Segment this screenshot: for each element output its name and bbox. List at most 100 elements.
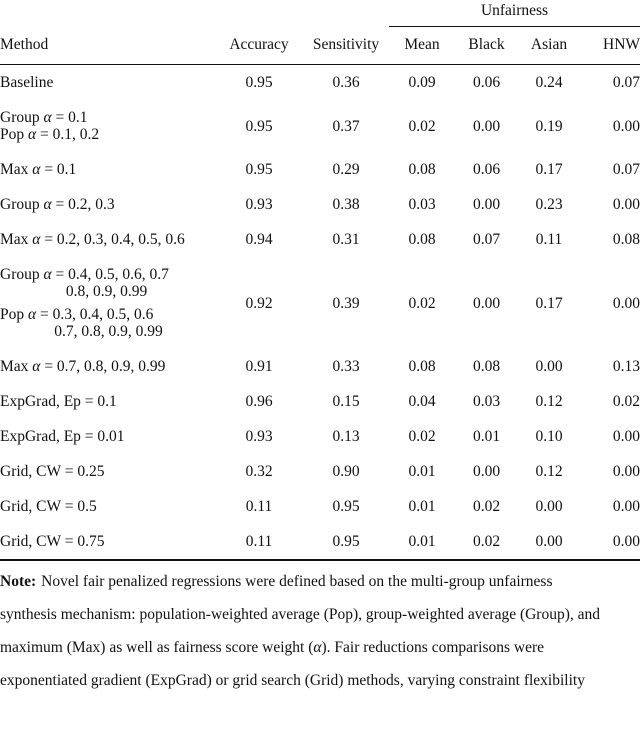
method-label-block: Max α = 0.2, 0.3, 0.4, 0.5, 0.6 <box>0 231 215 248</box>
value-cell: 0.02 <box>472 498 501 515</box>
value-cell: 0.11 <box>215 524 303 561</box>
table-row: ExpGrad, Ep = 0.1 0.96 0.15 0.04 0.03 0.12 0.0… <box>0 384 640 419</box>
note-line: synthesis mechanism: population-weighted… <box>0 606 601 623</box>
value-cell: 0.29 <box>332 161 360 178</box>
method-label-line: Group α = 0.4, 0.5, 0.6, 0.7 <box>0 266 169 283</box>
method-label-block: Grid, CW = 0.5 <box>0 498 215 515</box>
table-row: Grid, CW = 0.5 0.11 0.95 0.01 0.02 0.00 0.00 <box>0 489 640 524</box>
table-row: Group α = 0.4, 0.5, 0.6, 0.7 0.8, 0.9, 0… <box>0 257 640 349</box>
value-cell: 0.03 <box>472 393 501 410</box>
value-cell: 0.19 <box>535 117 563 135</box>
value-cell: 0.02 <box>408 294 436 312</box>
alpha-symbol: α <box>32 358 41 375</box>
value-cell: 0.37 <box>332 117 360 135</box>
value-cell: 0.13 <box>612 358 640 375</box>
value-cell: 0.11 <box>535 231 563 248</box>
table-row: Max α = 0.1 0.95 0.29 0.08 0.06 0.17 0.07 <box>0 152 640 187</box>
method-label-block: Max α = 0.7, 0.8, 0.9, 0.99 <box>0 358 215 375</box>
method-label-line: Grid, CW = 0.25 <box>0 463 105 480</box>
value-cell: 0.91 <box>245 358 273 375</box>
value-cell: 0.08 <box>408 161 436 178</box>
method-cell: Grid, CW = 0.5 <box>0 489 215 524</box>
value-cell: 0.94 <box>245 231 273 248</box>
unfairness-group-header: Unfairness <box>389 0 640 27</box>
method-label-line: ExpGrad, Ep = 0.01 <box>0 428 125 445</box>
column-header-hnw: HNW <box>580 26 640 65</box>
column-header-row: Method Accuracy Sensitivity Mean Black Asian H… <box>0 26 640 65</box>
column-header-sensitivity: Sensitivity <box>303 26 389 65</box>
column-header-black: Black <box>455 26 518 65</box>
value-cell: 0.17 <box>535 294 563 312</box>
group-header-spacer <box>0 0 389 27</box>
method-label-block: Grid, CW = 0.75 <box>0 533 215 550</box>
value-cell: 0.13 <box>332 428 360 445</box>
value-cell: 0.03 <box>408 196 436 213</box>
value-cell: 0.02 <box>612 393 640 410</box>
method-cell: Group α = 0.2, 0.3 <box>0 187 215 222</box>
table-row: Grid, CW = 0.75 0.11 0.95 0.01 0.02 0.00 0.00 <box>0 524 640 561</box>
note-text: Novel fair penalized regressions were de… <box>41 573 553 590</box>
alpha-symbol: α <box>43 266 52 283</box>
method-label-line: Group α = 0.2, 0.3 <box>0 196 115 213</box>
method-label-line: Max α = 0.2, 0.3, 0.4, 0.5, 0.6 <box>0 231 185 248</box>
table-row: Max α = 0.2, 0.3, 0.4, 0.5, 0.6 0.94 0.31 0… <box>0 222 640 257</box>
column-header-asian: Asian <box>518 26 580 65</box>
value-cell: 0.00 <box>612 463 640 480</box>
value-cell: 0.95 <box>332 498 360 515</box>
method-label-block: Grid, CW = 0.25 <box>0 463 215 480</box>
method-label-block: Group α = 0.1 Pop α = 0.1, 0.2 <box>0 109 215 143</box>
value-cell: 0.36 <box>332 74 360 91</box>
table-row: Max α = 0.7, 0.8, 0.9, 0.99 0.91 0.33 0.08 0… <box>0 349 640 384</box>
method-cell: Max α = 0.7, 0.8, 0.9, 0.99 <box>0 349 215 384</box>
table-row: Baseline 0.95 0.36 0.09 0.06 0.24 0.07 <box>0 65 640 101</box>
method-cell: Baseline <box>0 65 215 101</box>
value-cell: 0.38 <box>332 196 360 213</box>
note-line: exponentiated gradient (ExpGrad) or grid… <box>0 672 585 689</box>
value-cell: 0.39 <box>332 294 360 312</box>
value-cell: 0.93 <box>245 428 273 445</box>
method-label-line: Pop α = 0.1, 0.2 <box>0 126 100 143</box>
value-cell: 0.07 <box>612 74 640 91</box>
column-header-method: Method <box>0 26 215 65</box>
value-cell: 0.23 <box>535 196 563 213</box>
value-cell: 0.08 <box>408 231 436 248</box>
method-label-block: ExpGrad, Ep = 0.01 <box>0 428 215 445</box>
value-cell: 0.02 <box>455 524 518 561</box>
value-cell: 0.93 <box>245 196 273 213</box>
value-cell: 0.95 <box>245 74 273 91</box>
method-label-line: Max α = 0.1 <box>0 161 77 178</box>
table-row: Grid, CW = 0.25 0.32 0.90 0.01 0.00 0.12 0.00 <box>0 454 640 489</box>
value-cell: 0.95 <box>245 117 273 135</box>
value-cell: 0.00 <box>535 358 563 375</box>
alpha-symbol: α <box>28 126 37 143</box>
alpha-symbol: α <box>32 161 41 178</box>
alpha-symbol: α <box>43 109 52 126</box>
method-label-block: Baseline <box>0 74 215 91</box>
value-cell: 0.90 <box>332 463 360 480</box>
note-label: Note: <box>0 573 37 590</box>
value-cell: 0.02 <box>408 117 436 135</box>
method-label-line: Baseline <box>0 74 54 91</box>
value-cell: 0.09 <box>408 74 436 91</box>
value-cell: 0.12 <box>535 393 563 410</box>
column-header-mean: Mean <box>389 26 455 65</box>
method-cell: Max α = 0.1 <box>0 152 215 187</box>
table-row: ExpGrad, Ep = 0.01 0.93 0.13 0.02 0.01 0.10 0.… <box>0 419 640 454</box>
table-row: Group α = 0.2, 0.3 0.93 0.38 0.03 0.00 0.23 0.… <box>0 187 640 222</box>
table-row: Group α = 0.1 Pop α = 0.1, 0.2 0.95 0.37 0.0… <box>0 100 640 152</box>
method-label-block: Group α = 0.4, 0.5, 0.6, 0.7 0.8, 0.9, 0… <box>0 266 215 300</box>
value-cell: 0.02 <box>408 428 436 445</box>
value-cell: 0.32 <box>245 463 273 480</box>
method-label-block: Max α = 0.1 <box>0 161 215 178</box>
column-header-accuracy: Accuracy <box>215 26 303 65</box>
value-cell: 0.08 <box>408 358 436 375</box>
method-label-line: Pop α = 0.3, 0.4, 0.5, 0.6 <box>0 306 154 323</box>
value-cell: 0.00 <box>472 117 501 135</box>
value-cell: 0.31 <box>332 231 360 248</box>
value-cell: 0.33 <box>332 358 360 375</box>
method-cell: Grid, CW = 0.25 <box>0 454 215 489</box>
method-cell: Group α = 0.1 Pop α = 0.1, 0.2 <box>0 100 215 152</box>
method-label-line: Grid, CW = 0.75 <box>0 533 105 550</box>
value-cell: 0.00 <box>518 524 580 561</box>
